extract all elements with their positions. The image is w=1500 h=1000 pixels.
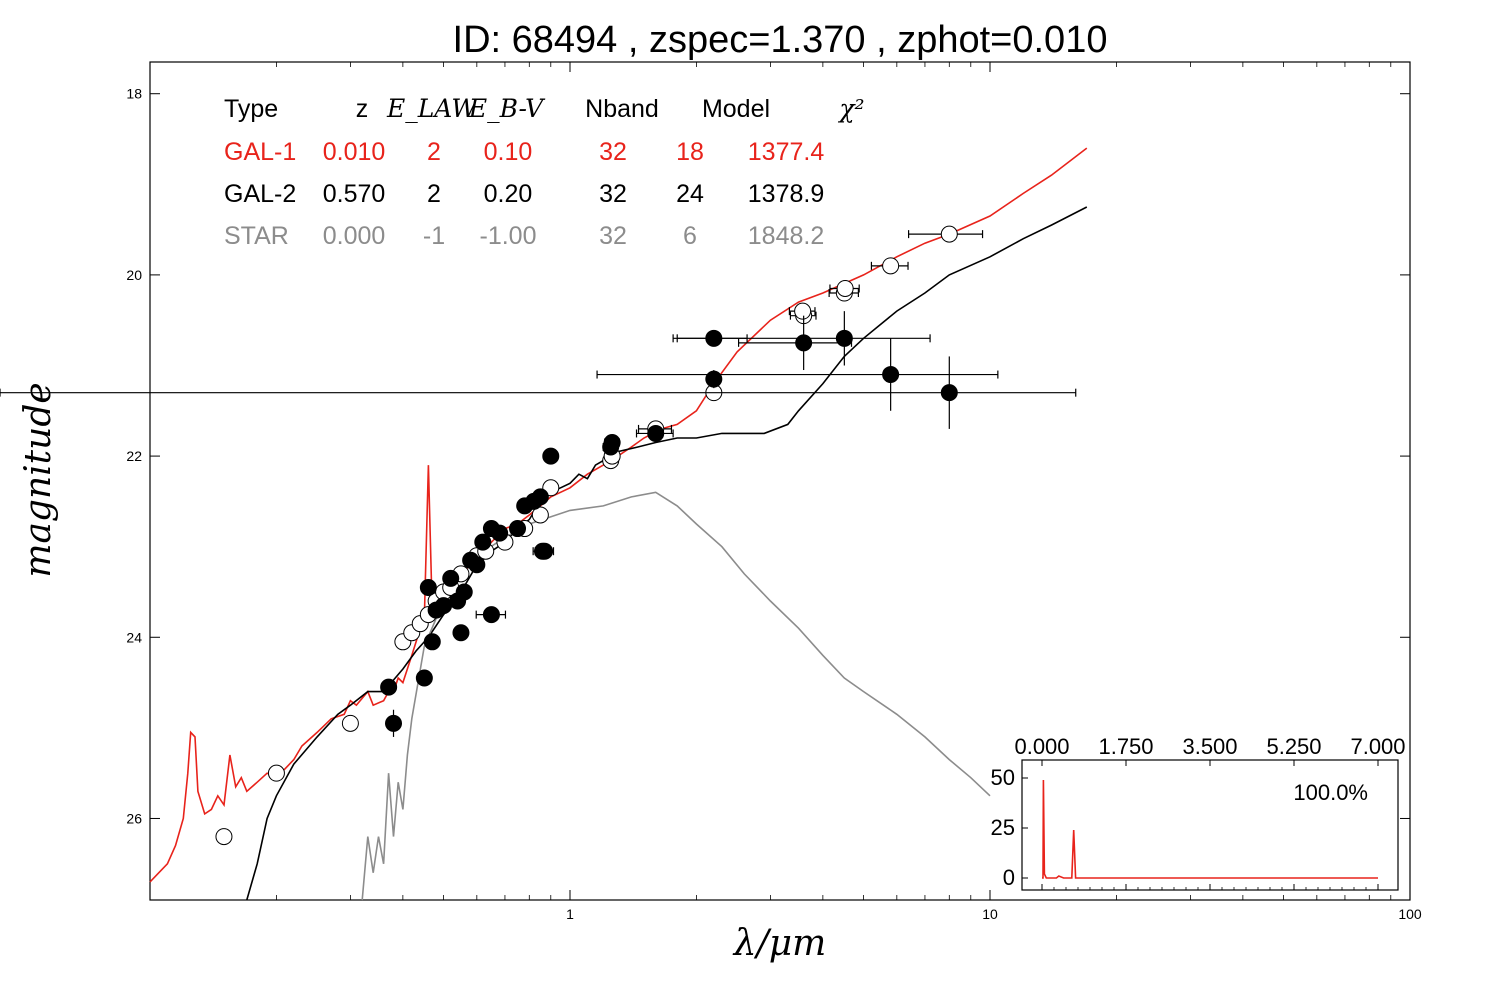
observed-point [882,366,900,384]
table-header-model: Model [702,95,770,123]
table-cell: 18 [676,138,704,166]
inset-y-tick-label: 50 [991,765,1015,790]
table-cell: STAR [224,222,289,250]
pdz-inset: 100.0% 0.000 1.750 3.500 5.250 7.000 0 25 50 [991,734,1406,891]
x-tick-label: 10 [982,906,998,922]
table-cell: -1 [423,222,445,250]
observed-point [603,433,621,451]
model-point [794,302,812,320]
y-tick-label: 22 [126,448,142,464]
y-axis-label: magnitude [18,382,59,577]
table-cell: 6 [683,222,697,250]
x-tick-label: 1 [566,906,574,922]
observed-point [542,447,560,465]
x-tick-label: 100 [1398,906,1422,922]
plot-frame [149,61,1411,901]
inset-probability-label: 100.0% [1293,780,1368,805]
model-point [267,764,285,782]
observed-point [380,678,398,696]
table-cell: 1377.4 [748,138,825,166]
model-point [882,257,900,275]
observed-point [491,524,509,542]
table-cell: 2 [427,180,441,208]
table-cell: 2 [427,138,441,166]
observed-point [385,714,403,732]
pdz-curve [1042,779,1378,879]
inset-x-tick-label: 3.500 [1182,734,1237,759]
model-lines [149,147,1088,901]
model-line-star [361,491,991,901]
table-cell: 32 [599,180,627,208]
observed-point [647,424,665,442]
table-cell: 1848.2 [748,222,824,250]
table-cell: -1.00 [480,222,537,250]
inset-x-tick-label: 1.750 [1098,734,1153,759]
observed-point [795,334,813,352]
observed-point [435,597,453,615]
observed-point [452,624,470,642]
model-point [940,225,958,243]
y-tick-label: 18 [126,86,142,102]
observed-point [705,370,723,388]
observed-point [455,583,473,601]
model-point [531,506,549,524]
model-line-gal-1 [149,147,1088,883]
inset-frame [1021,759,1399,891]
observed-point [423,633,441,651]
table-cell: 0.000 [323,222,386,250]
x-axis-label: λ/μm [732,923,826,964]
y-tick-label: 20 [126,267,142,283]
table-cell: 0.20 [484,180,533,208]
table-header-type: Type [224,95,278,123]
observed-point [474,533,492,551]
observed-point [509,520,527,538]
table-header-chi2: χ² [837,94,864,123]
table-cell: GAL-1 [224,138,296,166]
observed-point [531,488,549,506]
table-cell: 0.010 [323,138,386,166]
observed-point [419,578,437,596]
table-cell: 32 [599,222,627,250]
model-point [215,828,233,846]
observed-point [468,556,486,574]
table-header-nband: Nband [585,95,659,123]
y-tick-label: 24 [126,629,142,645]
inset-y-tick-label: 0 [1003,865,1015,890]
inset-x-tick-label: 0.000 [1014,734,1069,759]
table-cell: 1378.9 [748,180,824,208]
inset-y-tick-label: 25 [991,815,1015,840]
model-point [341,714,359,732]
observed-point [415,669,433,687]
table-cell: 32 [599,138,627,166]
observed-point [835,329,853,347]
chart-title: ID: 68494 , zspec=1.370 , zphot=0.010 [453,19,1108,61]
observed-point [482,606,500,624]
table-cell: GAL-2 [224,180,296,208]
table-cell: 24 [676,180,704,208]
inset-x-tick-label: 7.000 [1350,734,1405,759]
model-line-gal-2 [246,206,1088,901]
observed-point [442,569,460,587]
model-point [836,279,854,297]
table-header-e-law: E_LAW [386,94,479,123]
y-tick-label: 26 [126,810,142,826]
table-cell: 0.10 [484,138,533,166]
observed-point [533,542,551,560]
photometry-points [0,225,1077,846]
table-header-e-bv: E_B-V [468,94,546,123]
inset-x-tick-label: 5.250 [1266,734,1321,759]
table-header-z: z [356,95,369,123]
table-cell: 0.570 [323,180,386,208]
observed-point [940,384,958,402]
